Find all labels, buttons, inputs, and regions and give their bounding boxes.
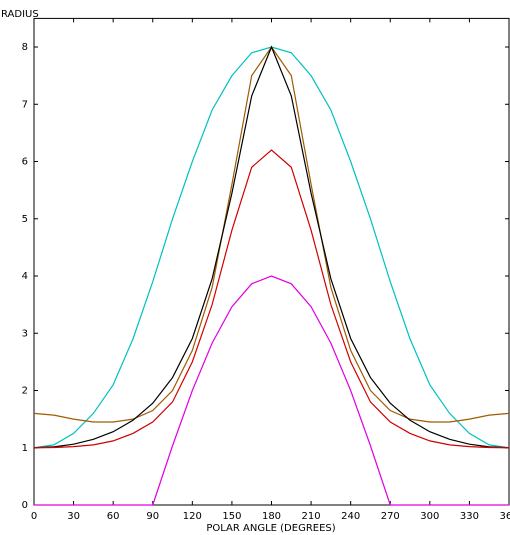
x-tick-label: 330 bbox=[460, 511, 479, 522]
x-tick-label: 240 bbox=[341, 511, 360, 522]
x-tick-label: 180 bbox=[262, 511, 281, 522]
y-tick-label: 0 bbox=[22, 500, 28, 511]
x-tick-label: 90 bbox=[146, 511, 159, 522]
y-tick-label: 1 bbox=[22, 443, 28, 454]
curve bbox=[34, 275, 509, 506]
x-tick-label: 120 bbox=[183, 511, 202, 522]
y-tick-label: 5 bbox=[22, 214, 28, 225]
y-tick-label: 7 bbox=[22, 99, 28, 110]
curve bbox=[33, 45, 510, 449]
x-tick-label: 360 bbox=[499, 511, 510, 522]
x-tick-label: 60 bbox=[107, 511, 120, 522]
y-tick-label: 4 bbox=[22, 271, 28, 282]
y-tick-label: 3 bbox=[22, 328, 28, 339]
curve bbox=[33, 45, 510, 423]
curve bbox=[33, 46, 510, 449]
x-tick-label: 30 bbox=[67, 511, 80, 522]
x-tick-label: 150 bbox=[222, 511, 241, 522]
curve bbox=[33, 149, 510, 449]
x-tick-label: 0 bbox=[31, 511, 37, 522]
y-tick-label: 6 bbox=[22, 157, 28, 168]
y-axis-label: RADIUS bbox=[1, 9, 39, 20]
x-tick-label: 210 bbox=[302, 511, 321, 522]
y-tick-label: 2 bbox=[22, 386, 28, 397]
x-tick-label: 270 bbox=[381, 511, 400, 522]
x-axis-label: POLAR ANGLE (DEGREES) bbox=[206, 523, 335, 534]
plot-frame bbox=[33, 17, 510, 506]
x-tick-label: 300 bbox=[420, 511, 439, 522]
y-tick-label: 8 bbox=[22, 42, 28, 53]
